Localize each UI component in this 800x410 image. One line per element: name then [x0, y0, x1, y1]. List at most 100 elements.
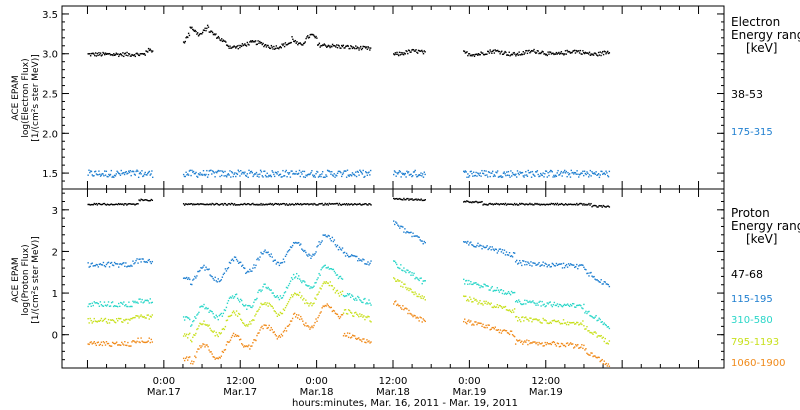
proton-1060-1900-point	[240, 343, 243, 345]
proton-1060-1900-point	[269, 329, 271, 331]
proton-115-195-point	[320, 241, 322, 244]
electron-38-53-point	[202, 29, 205, 31]
proton-47-68-point	[321, 202, 323, 205]
proton-795-1193-point	[87, 318, 89, 320]
proton-1060-1900-point	[96, 341, 99, 344]
proton-115-195-point	[522, 260, 524, 262]
electron-175-315-point	[313, 174, 316, 177]
electron-38-53-point	[577, 50, 579, 52]
proton-115-195-point	[182, 277, 185, 279]
proton-795-1193-point	[216, 334, 218, 336]
proton-ylabel-line2: log(Proton Flux)	[21, 244, 31, 315]
proton-1060-1900-point	[286, 325, 289, 328]
proton-1060-1900-point	[400, 307, 402, 309]
proton-1060-1900-point	[247, 345, 249, 348]
proton-1060-1900-point	[559, 345, 562, 348]
electron-38-53-point	[268, 46, 270, 48]
electron-38-53-point	[285, 44, 287, 46]
electron-175-315-point	[128, 171, 131, 174]
proton-795-1193-point	[133, 316, 135, 319]
proton-115-195-point	[607, 283, 610, 286]
proton-1060-1900-point	[357, 337, 359, 340]
proton-310-580-point	[230, 297, 233, 299]
proton-1060-1900-point	[137, 337, 139, 339]
proton-310-580-point	[563, 303, 566, 306]
proton-115-195-point	[598, 281, 600, 283]
electron-38-53-point	[533, 48, 535, 51]
proton-115-195-point	[588, 275, 590, 277]
proton-795-1193-point	[136, 315, 138, 317]
electron-175-315-point	[481, 169, 483, 172]
electron-38-53-point	[142, 53, 144, 55]
proton-310-580-point	[125, 304, 127, 306]
proton-115-195-point	[362, 258, 364, 260]
proton-115-195-point	[421, 240, 423, 242]
electron-175-315-point	[280, 176, 282, 178]
electron-175-315-point	[96, 174, 98, 176]
proton-1060-1900-point	[149, 341, 151, 344]
proton-47-68-point	[128, 203, 130, 205]
electron-175-315-point	[482, 172, 485, 175]
proton-1060-1900-point	[501, 330, 504, 332]
proton-47-68-point	[549, 203, 551, 206]
proton-115-195-point	[261, 253, 263, 255]
proton-115-195-point	[289, 246, 292, 248]
proton-310-580-point	[315, 281, 317, 284]
electron-38-53-point	[360, 45, 362, 48]
proton-795-1193-point	[130, 317, 132, 320]
electron-175-315-point	[467, 173, 469, 175]
proton-795-1193-point	[192, 336, 194, 339]
proton-1060-1900-point	[558, 345, 561, 348]
proton-47-68-point	[505, 204, 508, 206]
proton-115-195-point	[185, 276, 188, 279]
electron-38-53-point	[506, 54, 509, 56]
electron-38-53-point	[89, 55, 92, 57]
proton-115-195-point	[550, 265, 553, 268]
proton-1060-1900-point	[204, 346, 206, 348]
proton-115-195-point	[498, 248, 501, 250]
electron-38-53-point	[94, 52, 97, 54]
electron-38-53-point	[364, 47, 367, 49]
proton-795-1193-point	[310, 302, 312, 304]
proton-47-68-point	[236, 204, 239, 206]
electron-38-53-point	[298, 42, 301, 44]
electron-38-53-point	[117, 53, 119, 55]
proton-310-580-point	[594, 316, 596, 318]
proton-47-68-point	[472, 201, 474, 203]
proton-1060-1900-point	[336, 313, 339, 316]
proton-47-68-point	[89, 204, 91, 206]
electron-175-315-point	[487, 171, 490, 173]
electron-175-315-point	[321, 173, 323, 175]
proton-47-68-point	[114, 203, 117, 206]
proton-310-580-point	[478, 284, 480, 286]
proton-115-195-point	[222, 273, 225, 276]
proton-115-195-point	[279, 262, 282, 264]
proton-1060-1900-point	[464, 318, 466, 320]
proton-1060-1900-point	[182, 357, 185, 360]
proton-47-68-point	[183, 204, 186, 206]
proton-310-580-point	[227, 299, 230, 302]
proton-47-68-point	[251, 203, 253, 205]
electron-38-53-point	[197, 32, 199, 34]
proton-795-1193-point	[509, 310, 512, 312]
proton-795-1193-point	[237, 312, 240, 315]
proton-115-195-point	[118, 266, 120, 268]
proton-1060-1900-point	[514, 343, 517, 345]
proton-795-1193-point	[364, 318, 366, 321]
proton-310-580-point	[472, 283, 474, 286]
electron-175-315-point	[485, 170, 487, 172]
electron-38-53-point	[152, 50, 154, 52]
proton-115-195-point	[92, 265, 94, 267]
proton-795-1193-point	[285, 304, 288, 307]
proton-795-1193-point	[549, 321, 551, 323]
proton-47-68-point	[515, 203, 518, 205]
proton-310-580-point	[212, 312, 214, 315]
proton-115-195-point	[330, 240, 333, 242]
electron-175-315-point	[150, 173, 152, 175]
proton-795-1193-point	[261, 303, 263, 306]
proton-1060-1900-point	[493, 328, 495, 330]
proton-1060-1900-point	[215, 357, 217, 359]
proton-310-580-point	[110, 301, 113, 304]
electron-175-315-point	[230, 171, 233, 173]
proton-1060-1900-point	[475, 321, 477, 323]
